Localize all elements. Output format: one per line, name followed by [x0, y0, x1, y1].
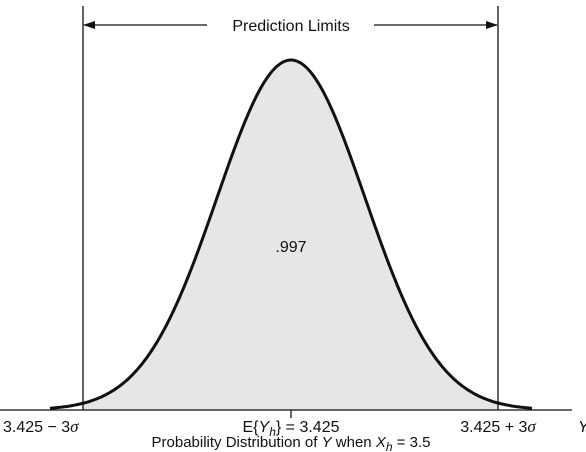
label-part: h	[269, 425, 276, 439]
shaded-area	[83, 60, 498, 410]
caption-part: when	[332, 434, 376, 451]
center-label: E{Yh} = 3.425	[243, 419, 340, 439]
axis-name: Y	[578, 419, 586, 436]
limits-label: Prediction Limits	[232, 18, 349, 35]
density-curve	[49, 58, 533, 410]
label-part: 3.425 + 3	[460, 419, 527, 436]
right-limit-label: 3.425 + 3σ	[460, 417, 536, 436]
caption-part: X	[375, 434, 387, 451]
caption-part: h	[386, 440, 393, 452]
label-part: E{	[243, 419, 260, 436]
caption-part: = 3.5	[393, 434, 431, 451]
label-part: σ	[70, 417, 79, 436]
caption-part: Probability Distribution of	[152, 434, 322, 451]
label-part: Y	[259, 419, 271, 436]
caption-part: Y	[322, 434, 333, 451]
label-part: } = 3.425	[276, 419, 340, 436]
label-part: 3.425 − 3	[3, 419, 70, 436]
label-part: σ	[527, 417, 536, 436]
left-limit-label: 3.425 − 3σ	[3, 417, 79, 436]
caption: Probability Distribution of Y when Xh = …	[152, 434, 431, 452]
area-label: .997	[275, 239, 306, 256]
